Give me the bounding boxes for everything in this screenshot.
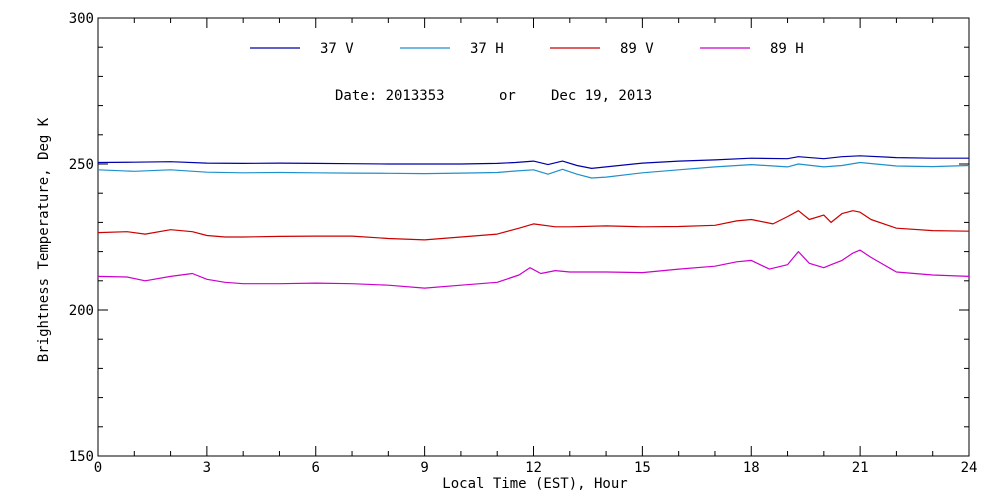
date-label: Date: 2013353 (335, 88, 445, 104)
series-line-89-h (97, 249, 970, 289)
or-label: or (499, 88, 516, 104)
legend-label-89-v: 89 V (620, 41, 654, 57)
legend-label-89-h: 89 H (770, 41, 804, 57)
y-tick-label: 200 (69, 303, 94, 319)
x-tick-label: 0 (94, 460, 102, 476)
x-tick-label: 15 (634, 460, 651, 476)
series-line-37-h (97, 161, 970, 179)
y-tick-label: 300 (69, 11, 94, 27)
axis-ticks (97, 17, 970, 457)
axis-tick-labels: 0 3 6 9 12 15 18 21 24 150 200 250 300 (69, 11, 978, 476)
legend-label-37-h: 37 H (470, 41, 504, 57)
date-text: Dec 19, 2013 (551, 88, 652, 104)
x-tick-label: 3 (203, 460, 211, 476)
series-line-89-v (97, 210, 970, 241)
y-axis-title: Brightness Temperature, Deg K (36, 117, 52, 362)
x-axis-title: Local Time (EST), Hour (442, 476, 627, 492)
x-tick-label: 12 (525, 460, 542, 476)
x-tick-label: 24 (961, 460, 978, 476)
x-tick-label: 18 (743, 460, 760, 476)
series-lines (97, 155, 970, 289)
x-tick-label: 9 (420, 460, 428, 476)
y-tick-label: 150 (69, 449, 94, 465)
x-tick-label: 21 (852, 460, 869, 476)
legend: 37 V 37 H 89 V 89 H (250, 41, 804, 57)
x-tick-label: 6 (312, 460, 320, 476)
series-line-37-v (97, 155, 969, 169)
legend-label-37-v: 37 V (320, 41, 354, 57)
y-tick-label: 250 (69, 157, 94, 173)
